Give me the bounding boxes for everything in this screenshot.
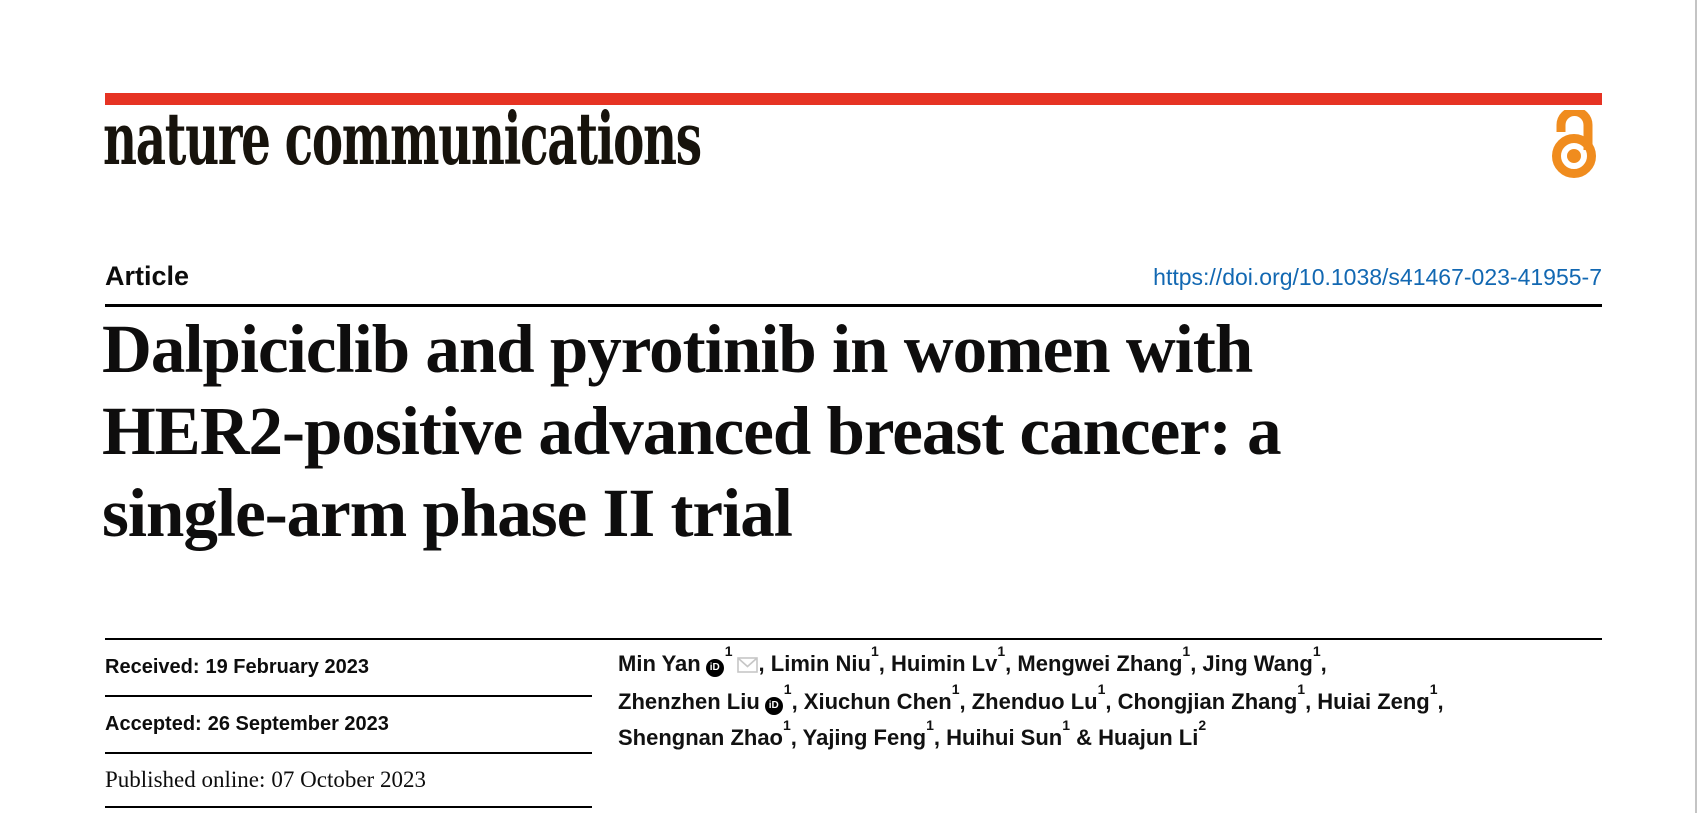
published-label: Published online: (105, 767, 266, 792)
author-name: Zhenduo Lu (971, 689, 1098, 714)
open-access-icon (1549, 107, 1599, 183)
author-affiliation-sup: 1 (926, 716, 934, 733)
author-name: Huajun Li (1098, 725, 1199, 750)
orcid-icon: iD (705, 659, 724, 677)
author-name: Mengwei Zhang (1017, 651, 1183, 676)
masthead-red-bar (105, 93, 1602, 105)
author-name: Shengnan Zhao (618, 725, 783, 750)
author-name: Xiuchun Chen (803, 689, 952, 714)
doi-link[interactable]: https://doi.org/10.1038/s41467-023-41955… (1153, 264, 1602, 290)
author-affiliation-sup: 1 (1182, 642, 1191, 659)
author-affiliation-sup: 1 (997, 642, 1006, 659)
received-label: Received: (105, 656, 200, 678)
accepted-value: 26 September 2023 (207, 713, 389, 735)
author-name: Chongjian Zhang (1117, 689, 1298, 714)
author-name: Yajing Feng (802, 725, 927, 750)
article-divider-rule (105, 304, 1602, 307)
email-icon (736, 648, 758, 684)
author-affiliation-sup: 1 (1062, 716, 1071, 733)
author-name: Huiai Zeng (1317, 689, 1430, 714)
dates-table: Received: 19 February 2023 Accepted: 26 … (105, 640, 592, 808)
author-affiliation-sup: 1 (1429, 680, 1438, 697)
received-value: 19 February 2023 (205, 656, 369, 678)
author-name: Huihui Sun (946, 725, 1063, 750)
accepted-row: Accepted: 26 September 2023 (105, 697, 592, 754)
article-type-label: Article (105, 261, 190, 291)
author-name: Huimin Lv (891, 651, 998, 676)
journal-logo: nature communications (103, 96, 702, 181)
orcid-icon: iD (764, 697, 783, 715)
published-value: 07 October 2023 (271, 767, 426, 792)
accepted-label: Accepted: (105, 713, 202, 735)
author-name: Jing Wang (1202, 651, 1313, 676)
published-row: Published online: 07 October 2023 (105, 754, 592, 808)
author-affiliation-sup: 1 (783, 680, 792, 697)
author-affiliation-sup: 1 (1312, 642, 1321, 659)
page-right-edge (1695, 0, 1697, 813)
article-title-line-1: Dalpiciclib and pyrotinib in women with (102, 311, 1253, 387)
article-title-line-3: single-arm phase II trial (102, 475, 793, 551)
author-affiliation-sup: 2 (1198, 716, 1207, 733)
article-title: Dalpiciclib and pyrotinib in women with … (102, 308, 1502, 554)
author-affiliation-sup: 1 (951, 680, 960, 697)
author-affiliation-sup: 1 (1097, 680, 1106, 697)
author-name: Min Yan (618, 651, 701, 676)
author-affiliation-sup: 1 (724, 642, 733, 659)
author-affiliation-sup: 1 (783, 716, 791, 733)
author-name: Zhenzhen Liu (618, 689, 760, 714)
section-divider-rule (105, 638, 1602, 640)
author-affiliation-sup: 1 (870, 642, 879, 659)
author-list: Min Yan iD1, Limin Niu1, Huimin Lv1, Meng… (618, 642, 1444, 750)
author-name: Limin Niu (770, 651, 871, 676)
article-title-line-2: HER2-positive advanced breast cancer: a (102, 393, 1282, 469)
author-affiliation-sup: 1 (1297, 680, 1306, 697)
received-row: Received: 19 February 2023 (105, 640, 592, 697)
